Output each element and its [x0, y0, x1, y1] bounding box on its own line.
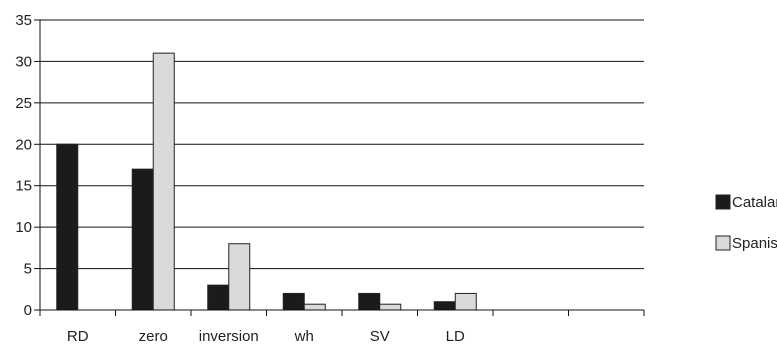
x-axis: RD zero inversion wh SV LD [39, 309, 645, 345]
y-axis-ticks: 0 5 10 15 20 25 30 35 [15, 12, 41, 319]
y-tick-label: 5 [24, 261, 32, 278]
bar-spanish-zero [152, 52, 175, 311]
bar-catalan-RD [56, 143, 79, 311]
y-tick-label: 35 [15, 12, 32, 29]
legend: Catalan Spanish [715, 194, 777, 252]
gridlines [40, 19, 644, 270]
y-tick-label: 20 [15, 136, 32, 153]
bar-spanish-LD [454, 292, 477, 311]
bar-catalan-inversion [207, 284, 230, 311]
y-tick-label: 0 [24, 302, 32, 319]
y-tick-label: 10 [15, 219, 32, 236]
x-tick-label: inversion [199, 328, 259, 345]
y-tick-label: 15 [15, 178, 32, 195]
bars [56, 52, 477, 311]
bar-spanish-wh [303, 303, 326, 311]
bar-spanish-inversion [228, 243, 251, 311]
bar-spanish-SV [379, 303, 402, 311]
x-tick-label: SV [370, 328, 390, 345]
y-tick-label: 25 [15, 95, 32, 112]
legend-swatch-spanish [715, 235, 731, 251]
x-tick-label: LD [446, 328, 465, 345]
bar-catalan-wh [282, 292, 305, 311]
x-tick-label: RD [67, 328, 89, 345]
y-tick-label: 30 [15, 53, 32, 70]
x-tick-label: wh [294, 328, 314, 345]
bar-catalan-SV [358, 292, 381, 311]
legend-label-spanish: Spanish [732, 235, 777, 252]
legend-swatch-catalan [715, 194, 731, 210]
bar-catalan-LD [433, 301, 456, 311]
bar-catalan-zero [131, 168, 154, 311]
legend-label-catalan: Catalan [732, 194, 777, 211]
x-tick-label: zero [139, 328, 168, 345]
